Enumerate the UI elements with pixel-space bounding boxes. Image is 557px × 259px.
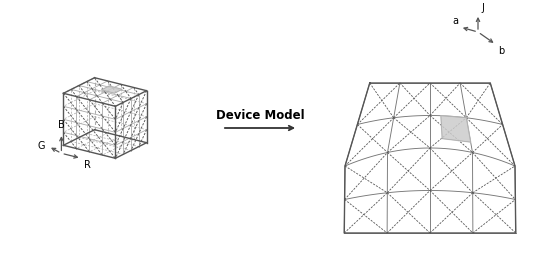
- Polygon shape: [344, 83, 516, 233]
- Polygon shape: [63, 93, 115, 158]
- Text: R: R: [85, 160, 91, 170]
- Text: Device Model: Device Model: [216, 109, 304, 122]
- Text: G: G: [38, 141, 46, 151]
- Text: J: J: [481, 3, 484, 13]
- Text: a: a: [452, 16, 458, 26]
- Polygon shape: [101, 86, 122, 93]
- Polygon shape: [63, 78, 146, 106]
- Text: b: b: [498, 46, 504, 56]
- Polygon shape: [115, 91, 146, 158]
- Polygon shape: [441, 116, 471, 142]
- Text: B: B: [58, 120, 65, 130]
